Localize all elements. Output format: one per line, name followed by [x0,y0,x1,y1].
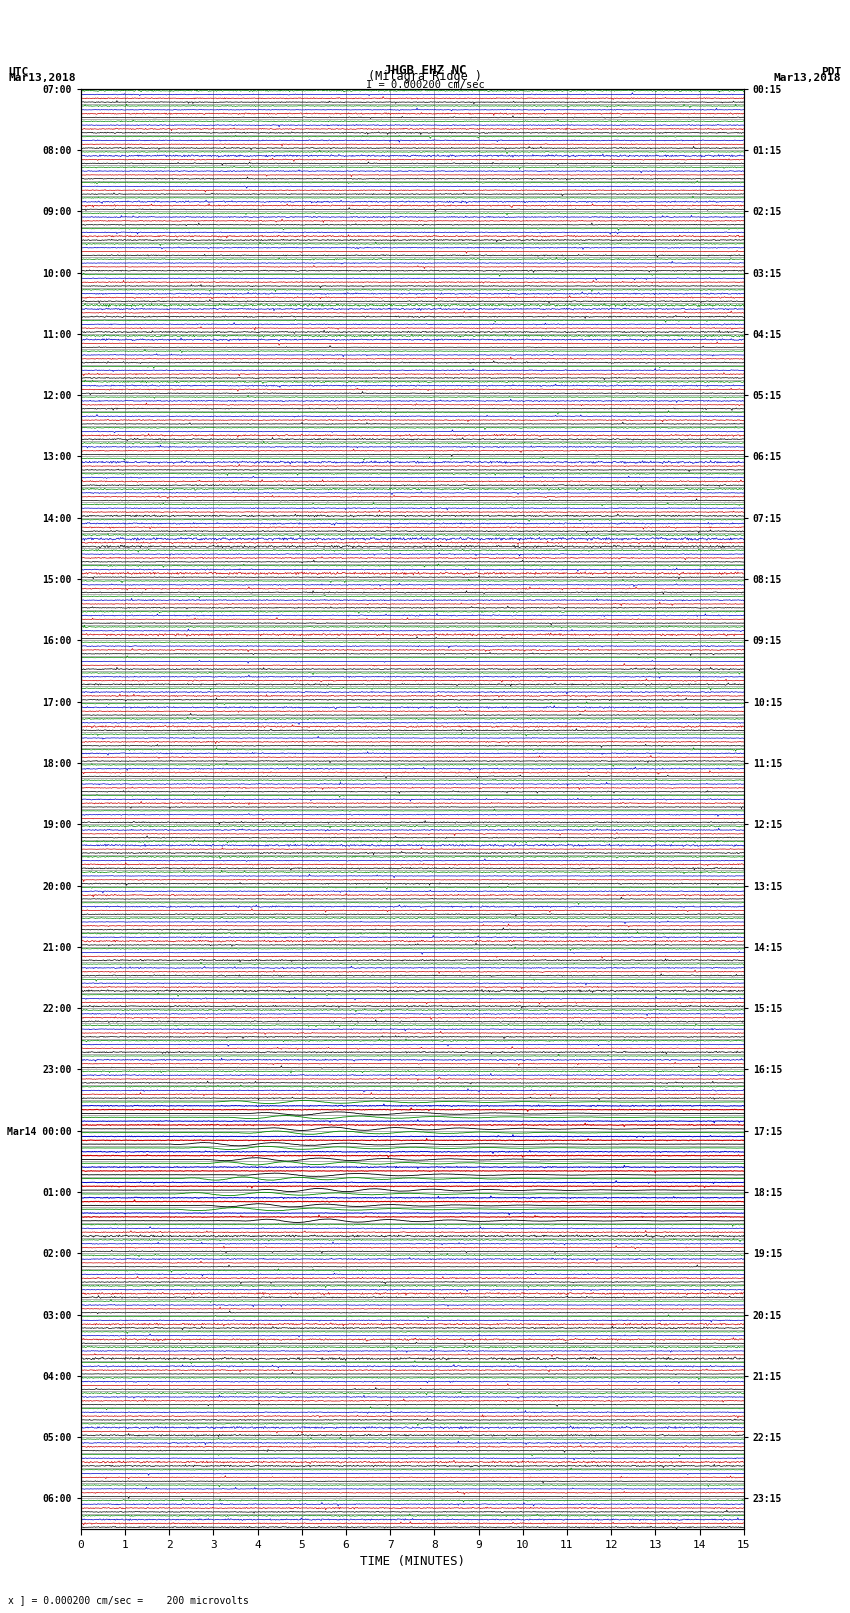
Text: (Milagra Ridge ): (Milagra Ridge ) [368,69,482,84]
Text: Mar13,2018: Mar13,2018 [774,73,842,84]
Text: PDT: PDT [821,66,842,77]
Text: I = 0.000200 cm/sec: I = 0.000200 cm/sec [366,79,484,90]
Text: Mar13,2018: Mar13,2018 [8,73,76,84]
Text: UTC: UTC [8,66,29,77]
Text: x ] = 0.000200 cm/sec =    200 microvolts: x ] = 0.000200 cm/sec = 200 microvolts [8,1595,249,1605]
Text: JHGB EHZ NC: JHGB EHZ NC [383,63,467,77]
X-axis label: TIME (MINUTES): TIME (MINUTES) [360,1555,465,1568]
